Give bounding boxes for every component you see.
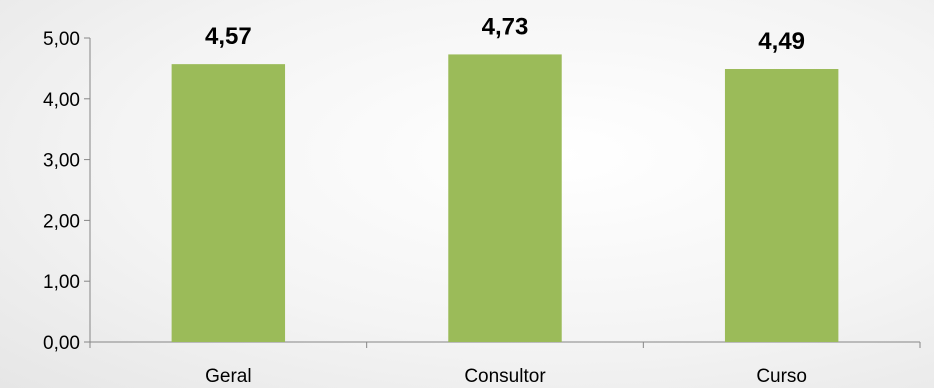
y-tick-label: 0,00 [43,333,80,354]
data-label: 4,49 [758,28,805,55]
x-axis: Geral Consultor Curso [89,341,921,387]
x-category-label: Geral [205,366,251,387]
bar-curso [724,69,839,343]
x-category-label: Curso [756,366,807,387]
bar-consultor [448,54,562,342]
x-category-label: Consultor [464,366,546,387]
data-labels: 4,57 4,73 4,49 [205,13,805,55]
data-label: 4,57 [205,23,252,50]
y-tick-label: 4,00 [43,90,80,111]
bar-geral [171,64,286,343]
data-label: 4,73 [482,13,529,40]
y-axis: 0,00 1,00 2,00 3,00 4,00 5,00 [43,29,91,354]
y-tick-label: 1,00 [43,272,80,293]
y-tick-label: 2,00 [43,211,80,232]
bars [171,54,839,343]
y-tick-label: 5,00 [43,29,80,50]
y-tick-label: 3,00 [43,151,80,172]
